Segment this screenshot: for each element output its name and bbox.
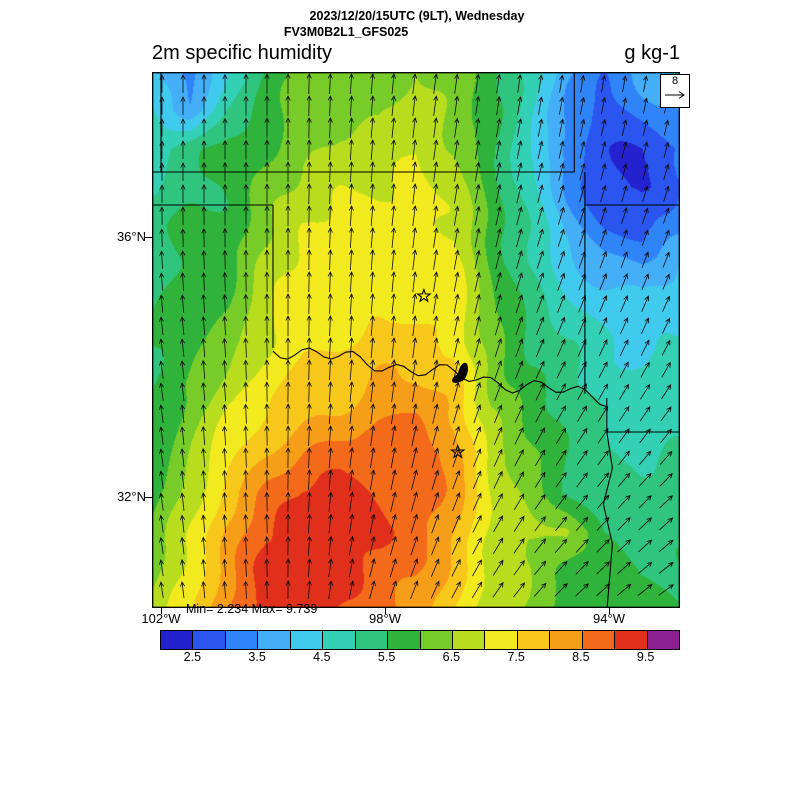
colorbar-segment [323,631,356,649]
colorbar-segment [388,631,421,649]
map-frame [152,72,680,608]
lon-tick [609,608,610,614]
reference-vector-arrow [665,91,685,99]
valid-time-title: 2023/12/20/15UTC (9LT), Wednesday [309,9,525,23]
colorbar-segment [485,631,518,649]
colorbar-segment [582,631,616,649]
lon-tick [385,608,386,614]
colorbar-tick-label: 7.5 [507,650,525,664]
colorbar-tick-label: 4.5 [313,650,331,664]
colorbar-segment [258,631,291,649]
colorbar-segment [290,631,324,649]
lon-label: 102°W [141,611,181,626]
reference-vector-box: 8 [660,74,690,108]
lat-tick [144,497,152,498]
city-star-marker [449,443,466,459]
colorbar-tick-label: 3.5 [248,650,266,664]
colorbar-segment [420,631,453,649]
units-label: g kg-1 [624,42,680,64]
lat-label: 36°N [116,229,146,244]
colorbar-segment [615,631,648,649]
colorbar-segment [550,631,583,649]
lon-tick [161,608,162,614]
model-name-title: FV3M0B2L1_GFS025 [283,25,409,39]
colorbar-tick-label: 8.5 [572,650,590,664]
wind-vector-arrows [158,73,674,600]
lat-label: 32°N [116,489,146,504]
reference-vector-label: 8 [671,75,679,87]
colorbar-segment [355,631,389,649]
colorbar [160,630,680,650]
city-star-marker [416,287,432,303]
minmax-stats: Min= 2.234 Max= 9.739 [186,602,318,616]
colorbar-segment [517,631,551,649]
map-overlay [152,72,680,608]
colorbar-segment [647,631,679,649]
map-plot-area [152,72,680,608]
lon-label: 98°W [369,611,401,626]
lat-tick [144,237,152,238]
colorbar-segment [161,631,194,649]
state-border [602,431,613,608]
variable-title: 2m specific humidity [152,42,333,64]
colorbar-segment [225,631,259,649]
colorbar-segment [452,631,486,649]
colorbar-tick-label: 2.5 [183,650,202,664]
colorbar-tick-label: 9.5 [636,650,655,664]
colorbar-tick-label: 5.5 [377,650,396,664]
lon-label: 94°W [593,611,625,626]
lake-shape [452,362,468,383]
colorbar-tick-label: 6.5 [442,650,461,664]
river-border [272,347,607,408]
colorbar-segment [193,631,226,649]
